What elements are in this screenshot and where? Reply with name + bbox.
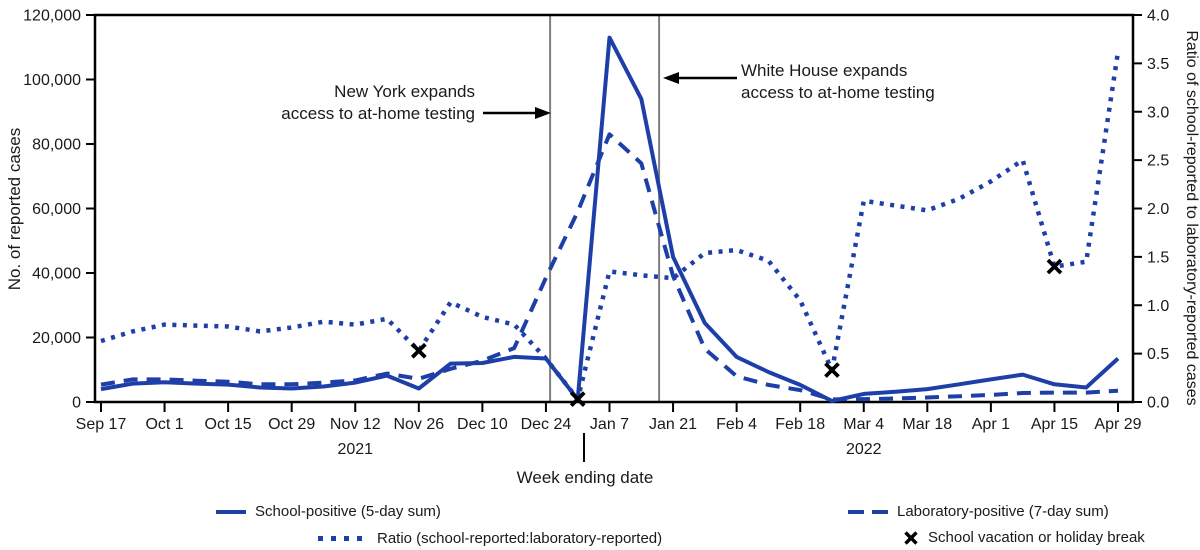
annotation-whitehouse-arrowhead-icon	[663, 72, 679, 84]
legend-label-ratio: Ratio (school-reported:laboratory-report…	[377, 530, 663, 547]
solid-line-swatch-icon	[216, 509, 246, 514]
vacation-x-marker	[569, 391, 586, 407]
x-axis-title: Week ending date	[517, 468, 654, 487]
right-axis-tick-label: 2.5	[1147, 153, 1169, 170]
left-axis-tick-label: 80,000	[32, 137, 81, 154]
left-axis-tick-label: 120,000	[23, 8, 81, 25]
vacation-x-marker	[410, 342, 427, 359]
series-line-dashed	[100, 132, 1119, 402]
left-axis-tick-label: 100,000	[23, 72, 81, 89]
annotation-whitehouse-line1: White House expands	[741, 61, 907, 80]
x-axis-tick-label: Apr 15	[1031, 416, 1078, 433]
x-axis-tick-label: Dec 24	[521, 416, 572, 433]
x-axis-tick-label: Dec 10	[457, 416, 508, 433]
y-left-axis-title: No. of reported cases	[5, 128, 24, 291]
legend-item-school-positive: School-positive (5-day sum)	[216, 503, 441, 520]
legend-label-laboratory-positive: Laboratory-positive (7-day sum)	[897, 503, 1109, 520]
annotation-newyork-arrowhead-icon	[535, 107, 551, 119]
right-axis-tick-label: 4.0	[1147, 8, 1169, 25]
chart-generated-layer: 0 20,000 40,000 60,000 80,000 100,000 120,000 0…	[23, 8, 1169, 462]
vacation-x-marker	[1046, 258, 1063, 275]
plot-border	[93, 13, 1135, 404]
series-line-dotted	[100, 51, 1121, 402]
x-axis-tick-label: Jan 21	[649, 416, 697, 433]
year-label: 2022	[846, 441, 882, 458]
x-axis-tick-label: Nov 26	[393, 416, 444, 433]
annotation-whitehouse-line2: access to at-home testing	[741, 83, 935, 102]
x-axis-tick-label: Apr 29	[1094, 416, 1141, 433]
annotation-newyork-line1: New York expands	[334, 82, 475, 101]
series-line-solid	[100, 35, 1120, 403]
x-axis-tick-label: Oct 29	[268, 416, 315, 433]
y-right-axis-title: Ratio of school-reported to laboratory-r…	[1183, 30, 1200, 405]
legend-item-vacation-marker: School vacation or holiday break	[903, 529, 1145, 546]
x-axis-tick-label: Oct 15	[205, 416, 252, 433]
left-axis-tick-label: 40,000	[32, 266, 81, 283]
right-axis-tick-label: 0.5	[1147, 346, 1169, 363]
line-chart-canvas: 0 20,000 40,000 60,000 80,000 100,000 120,000 0…	[5, 8, 1200, 488]
x-axis-tick-label: Nov 12	[330, 416, 381, 433]
x-axis-tick-label: Jan 7	[590, 416, 629, 433]
x-axis-tick-label: Mar 18	[902, 416, 952, 433]
right-axis-tick-label: 1.0	[1147, 298, 1169, 315]
legend-item-ratio: Ratio (school-reported:laboratory-report…	[318, 530, 662, 547]
x-axis-tick-label: Mar 4	[843, 416, 884, 433]
left-axis-tick-label: 20,000	[32, 330, 81, 347]
legend-label-vacation: School vacation or holiday break	[928, 529, 1145, 546]
left-axis-tick-label: 60,000	[32, 201, 81, 218]
right-axis-tick-label: 3.5	[1147, 56, 1169, 73]
x-axis-tick-label: Feb 18	[775, 416, 825, 433]
legend-label-school-positive: School-positive (5-day sum)	[255, 503, 441, 520]
x-axis-tick-label: Sep 17	[76, 416, 127, 433]
vacation-x-marker	[824, 362, 840, 378]
dashed-line-swatch-icon	[848, 509, 888, 514]
x-axis-tick-label: Feb 4	[716, 416, 757, 433]
right-axis-tick-label: 0.0	[1147, 395, 1169, 412]
left-axis-tick-label: 0	[72, 395, 81, 412]
right-axis-tick-label: 3.0	[1147, 104, 1169, 121]
x-axis-tick-label: Oct 1	[145, 416, 183, 433]
right-axis-tick-label: 2.0	[1147, 201, 1169, 218]
year-label: 2021	[337, 441, 373, 458]
legend-item-laboratory-positive: Laboratory-positive (7-day sum)	[848, 503, 1109, 520]
x-marker-icon	[904, 530, 918, 545]
x-axis-tick-label: Apr 1	[972, 416, 1010, 433]
dotted-line-swatch-icon	[318, 536, 368, 541]
annotation-newyork-line2: access to at-home testing	[281, 104, 475, 123]
right-axis-tick-label: 1.5	[1147, 249, 1169, 266]
